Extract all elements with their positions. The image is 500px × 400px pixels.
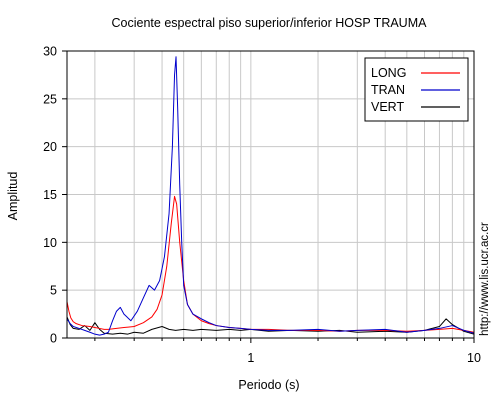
y-axis-label: Amplitud	[6, 172, 20, 221]
legend: LONG TRAN VERT	[364, 57, 469, 122]
axis-ticks: 0 5 10 15 20 25 30 1 10	[43, 45, 481, 366]
chart-title: Cociente espectral piso superior/inferio…	[112, 16, 428, 30]
x-tick-label: 10	[467, 351, 481, 365]
plot-frame	[66, 50, 475, 339]
x-tick-label: 1	[247, 351, 254, 365]
series-line-long	[66, 195, 475, 333]
y-tick-label: 15	[43, 188, 57, 202]
y-tick-label: 30	[43, 45, 57, 59]
y-tick-label: 20	[43, 140, 57, 154]
series-lines	[66, 56, 475, 336]
legend-label-long: LONG	[371, 66, 406, 80]
y-tick-label: 0	[50, 332, 57, 346]
y-tick-label: 5	[50, 284, 57, 298]
y-tick-label: 25	[43, 92, 57, 106]
legend-label-tran: TRAN	[371, 83, 405, 97]
source-url-label: http://www.lis.ucr.ac.cr	[479, 222, 491, 336]
legend-label-vert: VERT	[371, 100, 404, 114]
x-axis-label: Periodo (s)	[238, 378, 299, 392]
y-tick-label: 10	[43, 236, 57, 250]
series-line-tran	[66, 56, 475, 336]
